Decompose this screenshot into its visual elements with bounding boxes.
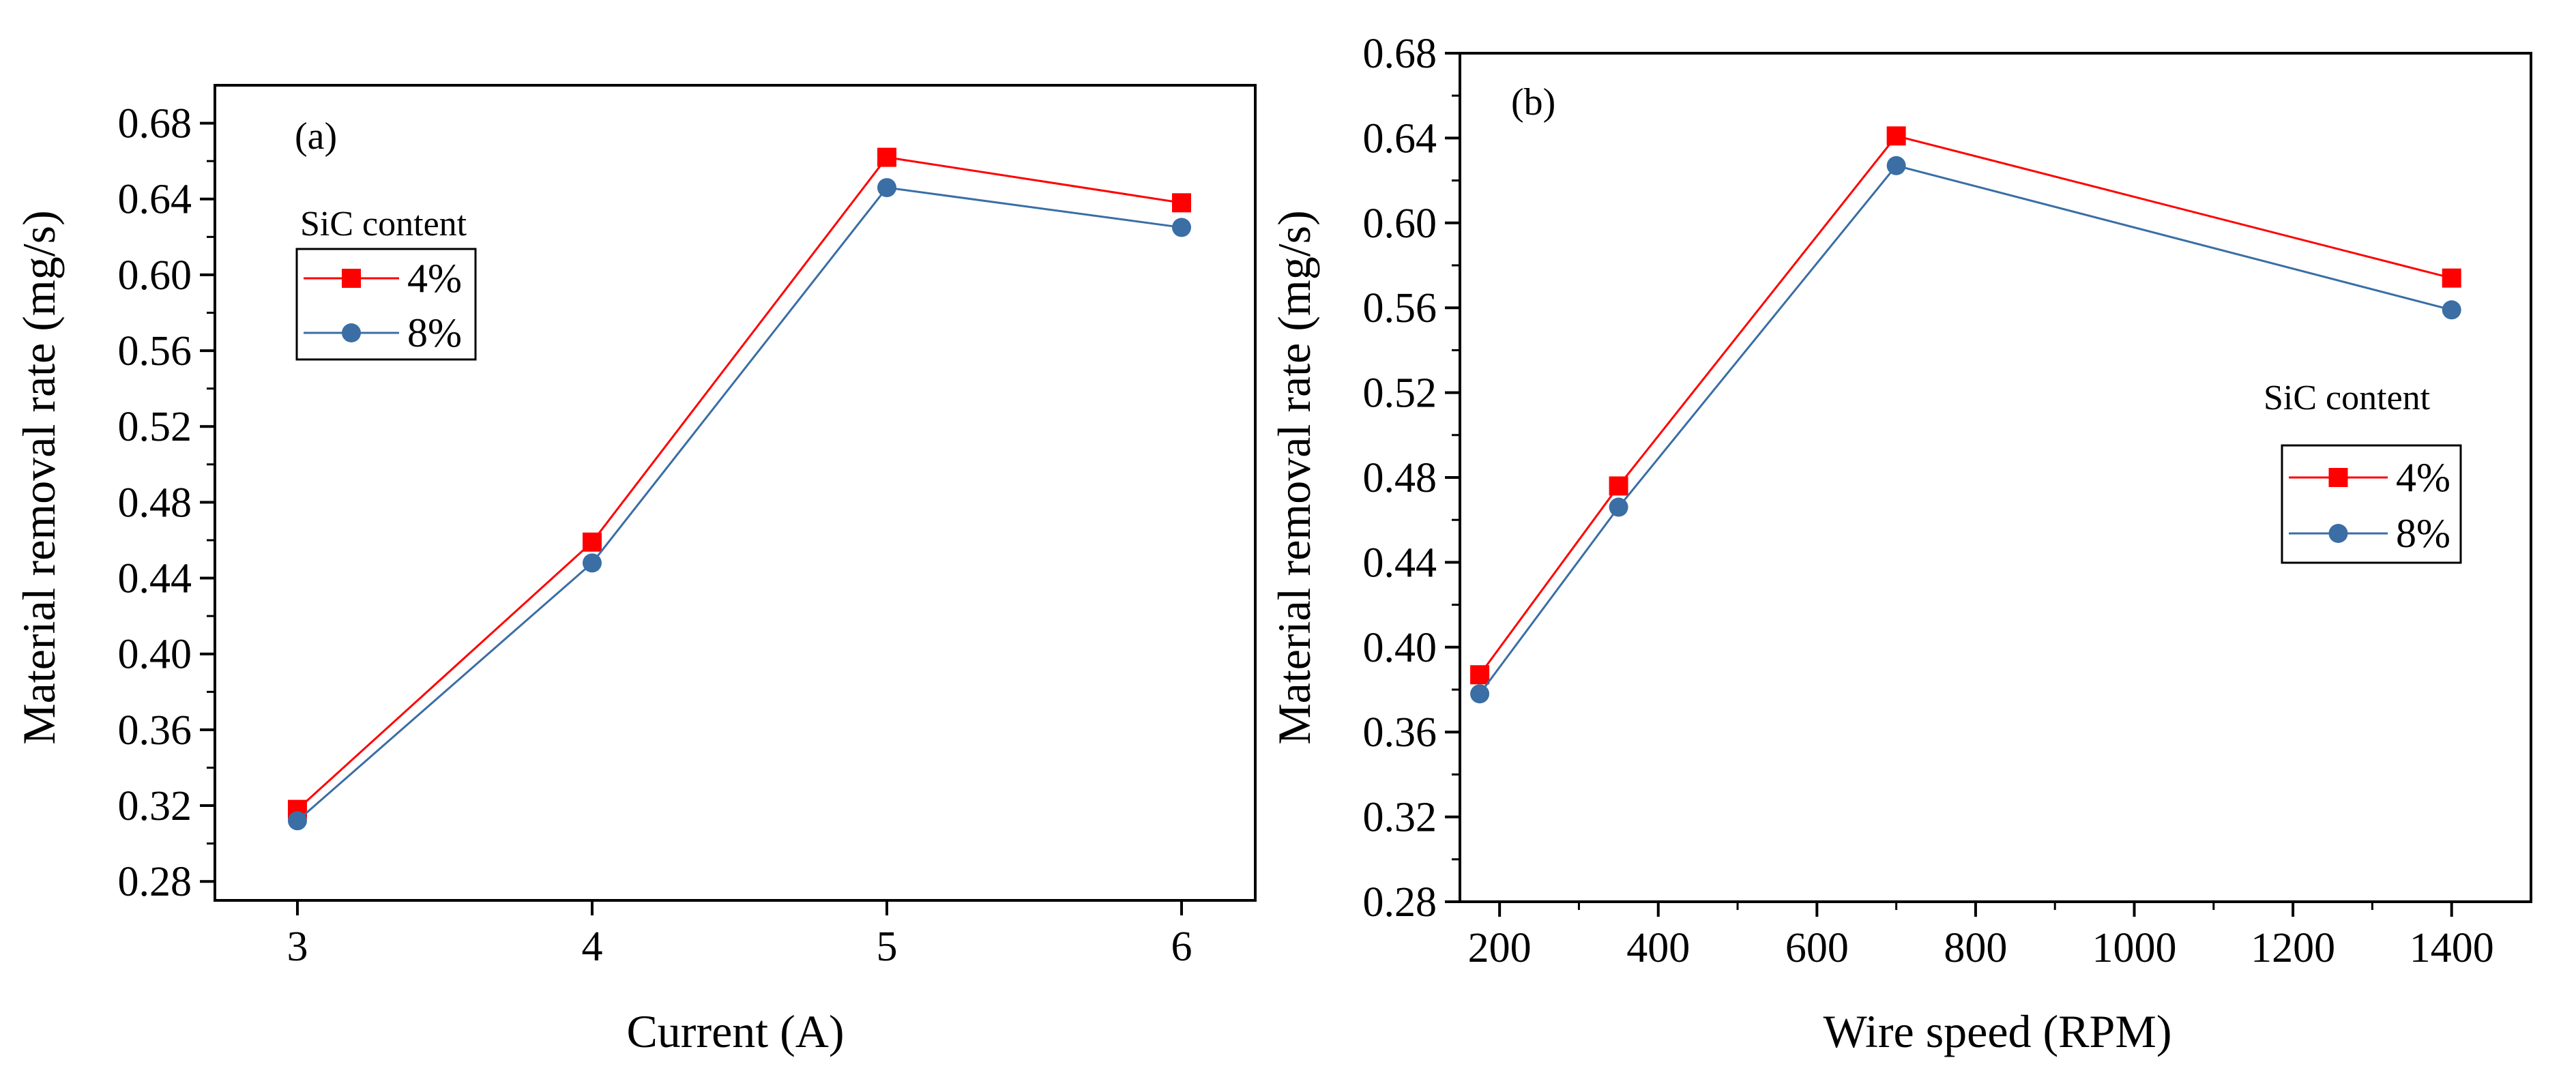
x-tick-label: 1400 (2410, 925, 2494, 971)
panel-b-label: (b) (1511, 81, 1555, 123)
y-tick-label: 0.56 (1363, 285, 1437, 332)
x-tick-label: 4 (581, 924, 602, 970)
y-tick-label: 0.48 (1363, 455, 1437, 501)
data-point-8% (1609, 497, 1628, 517)
data-point-4% (1886, 126, 1906, 146)
panel-a-y-axis-label: Material removal rate (mg/s) (13, 210, 65, 745)
y-tick-label: 0.32 (118, 783, 192, 829)
data-point-8% (1886, 156, 1906, 175)
y-tick-label: 0.28 (1363, 879, 1437, 926)
legend-swatch-marker (342, 323, 361, 342)
panel-b-x-axis-label: Wire speed (RPM) (1824, 1005, 2172, 1057)
panel-b-series (1470, 126, 2461, 704)
y-tick-label: 0.48 (118, 480, 192, 526)
y-tick-label: 0.60 (1363, 201, 1437, 247)
data-point-8% (582, 553, 602, 573)
y-tick-label: 0.56 (118, 328, 192, 374)
series-line-4% (296, 156, 1182, 810)
panel-b-legend-items (2289, 468, 2388, 543)
y-tick-label: 0.36 (118, 707, 192, 754)
x-tick-label: 3 (287, 924, 308, 970)
x-tick-label: 5 (876, 924, 897, 970)
data-point-4% (582, 532, 602, 552)
y-tick-label: 0.64 (118, 177, 192, 223)
data-point-4% (2442, 268, 2461, 288)
panel-b-y-axis-label: Material removal rate (mg/s) (1268, 210, 1320, 745)
panel-b-x-ticks: 200 400 600 800 1000 1200 1400 (1468, 902, 2494, 971)
legend-swatch-marker (2328, 524, 2348, 543)
panel-b-legend-entry-8: 8% (2396, 511, 2450, 556)
panel-a-legend: SiC content 4% 8% (295, 205, 477, 361)
y-tick-label: 0.44 (1363, 540, 1437, 586)
data-point-8% (2442, 300, 2461, 320)
panel-a-y-ticks: 0.28 0.32 0.36 0.40 0.44 0.48 0.52 0.56 0.60 0.64… (118, 101, 215, 905)
x-tick-label: 1200 (2251, 925, 2335, 971)
legend-swatch-marker (2328, 468, 2348, 487)
panel-a-legend-items (304, 269, 399, 342)
panel-a-legend-entry-8: 8% (407, 310, 462, 355)
y-tick-label: 0.52 (1363, 370, 1437, 417)
panel-a-label: (a) (295, 115, 337, 158)
y-tick-label: 0.28 (118, 859, 192, 905)
data-point-4% (1609, 476, 1628, 496)
x-tick-label: 400 (1626, 925, 1690, 971)
data-point-4% (1470, 665, 1490, 685)
y-tick-label: 0.40 (118, 632, 192, 678)
y-tick-label: 0.52 (118, 404, 192, 450)
data-point-8% (877, 178, 896, 198)
panel-a-series (287, 147, 1191, 831)
panel-a-legend-entry-4: 4% (407, 256, 462, 301)
panel-a-legend-box (295, 248, 477, 361)
data-point-4% (877, 147, 896, 167)
data-point-8% (1171, 218, 1191, 237)
y-tick-label: 0.32 (1363, 795, 1437, 841)
data-point-8% (1470, 684, 1490, 704)
x-tick-label: 6 (1171, 924, 1192, 970)
x-tick-label: 1000 (2092, 925, 2177, 971)
data-point-4% (1171, 193, 1191, 213)
y-tick-label: 0.36 (1363, 709, 1437, 756)
panel-b-legend: SiC content 4% 8% (2264, 379, 2462, 564)
panel-a-x-ticks: 3 4 5 6 (287, 900, 1192, 970)
panel-b-legend-box (2281, 444, 2462, 564)
panel-b-y-ticks: 0.28 0.32 0.36 0.40 0.44 0.48 0.52 0.56 0.60 0.64… (1363, 31, 1460, 926)
panel-b-legend-title: SiC content (2264, 379, 2431, 417)
chart-panel-a: 0.28 0.32 0.36 0.40 0.44 0.48 0.52 0.56 0.60 0.64… (13, 84, 1257, 1057)
y-tick-label: 0.60 (118, 252, 192, 299)
panel-a-plot-frame (214, 84, 1257, 902)
y-tick-label: 0.68 (118, 101, 192, 147)
y-tick-label: 0.64 (1363, 115, 1437, 162)
legend-swatch-marker (342, 269, 361, 288)
series-line-8% (1478, 164, 2453, 695)
y-tick-label: 0.68 (1363, 31, 1437, 77)
data-point-8% (287, 811, 307, 831)
chart-panel-b: 0.28 0.32 0.36 0.40 0.44 0.48 0.52 0.56 0.60 0.64… (1268, 31, 2532, 1057)
panel-a-legend-title: SiC content (300, 205, 467, 244)
x-tick-label: 800 (1944, 925, 2007, 971)
x-tick-label: 600 (1785, 925, 1849, 971)
y-tick-label: 0.40 (1363, 625, 1437, 671)
panel-b-legend-entry-4: 4% (2396, 455, 2450, 500)
series-line-8% (296, 186, 1182, 822)
x-tick-label: 200 (1468, 925, 1532, 971)
panel-a-x-axis-label: Current (A) (626, 1005, 844, 1057)
y-tick-label: 0.44 (118, 556, 192, 602)
series-line-4% (1478, 134, 2453, 676)
